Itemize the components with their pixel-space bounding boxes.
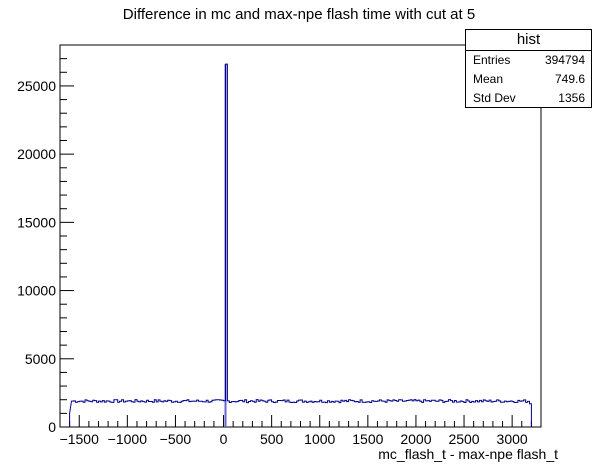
stats-value: 394794 xyxy=(544,53,585,67)
x-tick-label: 0 xyxy=(220,431,228,447)
x-axis-title: mc_flash_t - max-npe flash_t xyxy=(378,446,558,462)
stats-row-mean: Mean 749.6 xyxy=(466,70,591,89)
chart-title: Difference in mc and max-npe flash time … xyxy=(122,6,476,23)
x-tick-label: 2000 xyxy=(400,431,431,447)
histogram-series xyxy=(69,63,532,427)
y-tick-label: 20000 xyxy=(17,146,56,162)
x-tick-label: 3000 xyxy=(497,431,528,447)
x-tick-label: −1500 xyxy=(60,431,100,447)
y-axis: 0 5000 10000 15000 20000 25000 xyxy=(17,44,74,435)
x-tick-label: 500 xyxy=(260,431,284,447)
stats-row-entries: Entries 394794 xyxy=(466,51,591,70)
y-tick-label: 0 xyxy=(48,419,56,435)
y-tick-label: 15000 xyxy=(17,214,56,230)
x-tick-label: −1000 xyxy=(108,431,148,447)
x-tick-label: 1500 xyxy=(352,431,383,447)
stats-row-stddev: Std Dev 1356 xyxy=(466,89,591,108)
stats-box: hist Entries 394794 Mean 749.6 Std Dev 1… xyxy=(465,29,592,108)
stats-box-title: hist xyxy=(466,30,591,51)
stats-value: 749.6 xyxy=(554,72,585,86)
stats-label: Mean xyxy=(473,72,504,86)
x-tick-label: −500 xyxy=(160,431,192,447)
x-tick-label: 1000 xyxy=(304,431,335,447)
stats-label: Entries xyxy=(473,53,511,67)
x-tick-label: 2500 xyxy=(448,431,479,447)
y-tick-label: 5000 xyxy=(25,351,56,367)
stats-value: 1356 xyxy=(558,91,585,105)
y-tick-label: 25000 xyxy=(17,78,56,94)
stats-label: Std Dev xyxy=(473,91,516,105)
x-axis: −1500 −1000 −500 0 500 1000 1500 2000 2500 3000 xyxy=(59,415,542,447)
y-tick-label: 10000 xyxy=(17,283,56,299)
histogram-line xyxy=(69,63,532,427)
